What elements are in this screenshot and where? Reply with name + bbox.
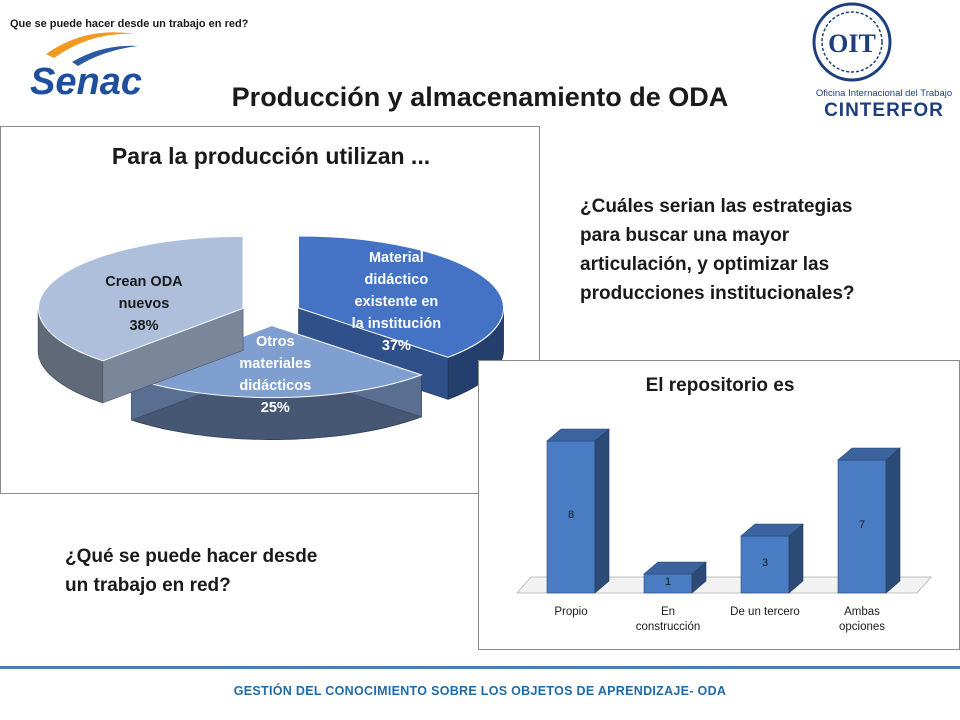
- pie-label-line: Otros: [255, 334, 295, 351]
- pie-value-label: 37%: [381, 338, 411, 355]
- bar-chart-title: El repositorio es: [645, 375, 795, 396]
- bar-value-label: 1: [664, 575, 672, 588]
- footer-text: GESTIÓN DEL CONOCIMIENTO SOBRE LOS OBJET…: [233, 684, 727, 698]
- oit-cinterfor-logo: OIT Oficina Internacional del Trabajo CI…: [812, 2, 952, 121]
- pie-label-line: Crean ODA: [105, 273, 183, 290]
- bar-value-label: 3: [761, 556, 769, 569]
- oit-emblem-ring: [812, 2, 892, 82]
- header-note: Que se puede hacer desde un trabajo en r…: [10, 18, 249, 30]
- strategy-question-line: articulación, y optimizar las: [580, 254, 830, 275]
- bar-tick-label: Ambas opciones: [814, 605, 910, 635]
- oit-emblem-gear: [821, 11, 883, 73]
- pie-label-crean-oda: Crean ODA nuevos 38%: [79, 271, 209, 337]
- pie-chart-panel: Para la producción utilizan ... Material…: [0, 126, 540, 494]
- strategy-question-line: producciones institucionales?: [580, 283, 855, 304]
- bar-value-label: 8: [567, 509, 575, 521]
- bar-tick-label: Propio: [523, 605, 619, 620]
- oit-logo-line2: CINTERFOR: [824, 100, 944, 121]
- pie-slice-crean-oda: [37, 235, 244, 404]
- pie-label-line: didácticos: [239, 378, 312, 395]
- bar-3: [740, 523, 804, 594]
- network-question-line: ¿Qué se puede hacer desde: [65, 546, 318, 567]
- bar-tick-line: construcción: [635, 621, 701, 633]
- pie-value-label: 38%: [129, 317, 159, 334]
- bar-tick-label: De un tercero: [717, 605, 813, 620]
- pie-label-line: Material: [368, 250, 424, 267]
- slide-title: Producción y almacenamiento de ODA: [231, 82, 729, 112]
- oit-logo-line1: Oficina Internacional del Trabajo: [816, 88, 952, 99]
- strategy-question-line: ¿Cuáles serian las estrategias: [580, 196, 853, 217]
- bar-tick-line: En: [660, 606, 676, 618]
- bar-1: [546, 428, 610, 594]
- bar-2: [643, 561, 707, 594]
- senac-logo: Senac: [30, 32, 142, 102]
- pie-label-line: materiales: [239, 356, 312, 373]
- bar-tick-line: opciones: [838, 621, 886, 633]
- senac-logo-text: Senac: [30, 61, 142, 102]
- pie-label-line: la institución: [351, 316, 442, 333]
- pie-value-label: 25%: [260, 400, 290, 417]
- bar-4: [837, 447, 901, 594]
- senac-logo-swoosh-orange: [46, 32, 134, 58]
- bar-tick-line: De un tercero: [730, 606, 800, 618]
- strategy-question: ¿Cuáles serian las estrategias para busc…: [580, 192, 900, 308]
- pie-label-line: didáctico: [364, 272, 429, 289]
- pie-label-material-didactico: Material didáctico existente en la instituc…: [331, 247, 461, 357]
- pie-label-line: existente en: [354, 294, 439, 311]
- bar-chart-panel: El repositorio es 8 Propio 1 En construcción…: [478, 360, 960, 650]
- strategy-question-line: para buscar una mayor: [580, 225, 790, 246]
- bar-tick-label: En construcción: [620, 605, 716, 635]
- bar-chart: [515, 428, 933, 594]
- bar-tick-line: Ambas: [844, 606, 880, 618]
- pie-chart: [37, 235, 505, 440]
- oit-emblem-text: OIT: [828, 29, 876, 58]
- bar-value-label: 7: [858, 518, 866, 531]
- senac-logo-swoosh-blue: [72, 45, 138, 66]
- bar-tick-line: Propio: [554, 606, 588, 618]
- footer-divider: [0, 666, 960, 669]
- network-question: ¿Qué se puede hacer desde un trabajo en …: [65, 542, 365, 600]
- pie-label-otros-materiales: Otros materiales didácticos 25%: [210, 331, 340, 419]
- pie-label-line: nuevos: [118, 295, 170, 312]
- pie-chart-title: Para la producción utilizan ...: [111, 143, 431, 169]
- network-question-line: un trabajo en red?: [65, 575, 231, 596]
